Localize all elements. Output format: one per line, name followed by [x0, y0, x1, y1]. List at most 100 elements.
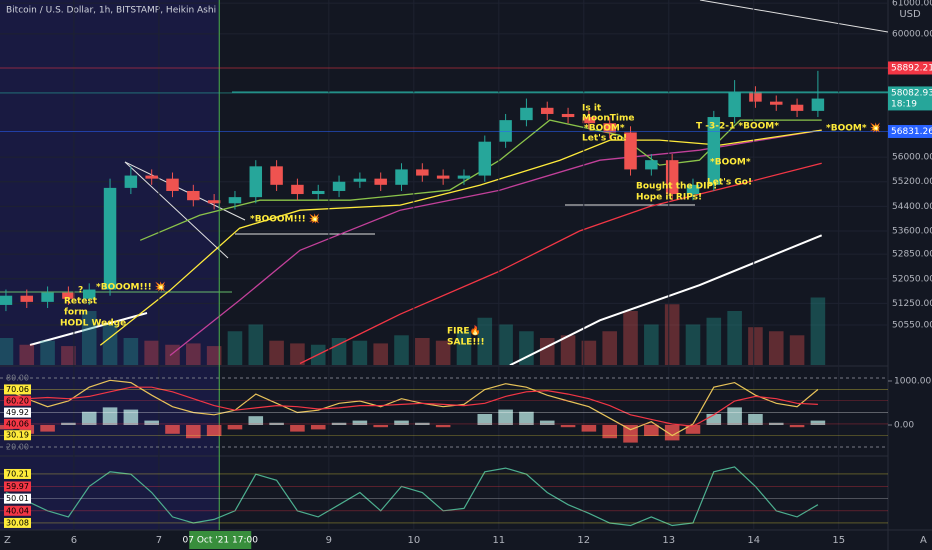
- histogram-bar: [310, 424, 326, 430]
- level-tag: [4, 493, 31, 504]
- volume-bar: [602, 331, 617, 365]
- level-label: 59.97: [6, 482, 29, 491]
- level-tag: [4, 430, 31, 441]
- histogram-bar: [81, 411, 97, 425]
- histogram-bar: [186, 424, 201, 439]
- annotation: Bought the DIP!: [636, 182, 717, 192]
- y-tick-label: 61000.00: [892, 0, 932, 9]
- volume-bar: [331, 338, 347, 365]
- histogram-bar: [664, 424, 680, 441]
- y-tick-label: 51250.00: [892, 299, 932, 309]
- candle-body: [62, 292, 75, 299]
- histogram-bar: [644, 424, 659, 436]
- histogram-bar: [19, 424, 35, 434]
- candle-body: [395, 169, 408, 185]
- candle-body: [436, 175, 450, 179]
- volume-bar: [623, 311, 638, 365]
- histogram-bar: [40, 424, 55, 432]
- histogram-bar: [290, 424, 305, 432]
- osc-tick-label: 20.00: [6, 442, 29, 451]
- annotation: Let's Go!: [707, 178, 752, 188]
- osc-y2-label: 1000.00: [894, 376, 931, 386]
- histogram-bar: [477, 413, 493, 425]
- annotation: *BOOM*: [710, 158, 751, 168]
- candle-body: [249, 166, 263, 198]
- candle-body: [291, 184, 304, 195]
- level-label: 40.04: [6, 506, 29, 515]
- annotation: T -3-2-1 *BOOM*: [696, 122, 779, 132]
- y-tick-label: 52050.00: [892, 274, 932, 284]
- histogram-bar: [102, 407, 118, 425]
- candle-body: [145, 175, 158, 179]
- histogram-bar: [727, 407, 742, 425]
- volume-bar: [519, 331, 534, 365]
- candle-body: [478, 141, 492, 176]
- candle-body: [353, 178, 367, 182]
- currency: USD: [899, 9, 921, 20]
- level-tag: [4, 481, 31, 492]
- annotation: Hope it RIPs!: [636, 193, 702, 203]
- level-tag: [4, 517, 31, 528]
- histogram-bar: [165, 424, 180, 434]
- y-tick-label: 55200.00: [892, 177, 932, 187]
- annotation: Let's Go!: [582, 134, 627, 144]
- histogram-bar: [227, 424, 243, 430]
- drawing-line: [124, 161, 246, 221]
- volume-bar: [477, 317, 493, 365]
- level-label: 40.06: [6, 419, 29, 428]
- histogram-bar: [581, 424, 597, 432]
- volume-bar: [248, 324, 264, 365]
- y-tick-label: 60000.00: [892, 29, 932, 39]
- candle-body: [0, 295, 13, 305]
- candle-body: [624, 132, 637, 170]
- y-tick-label: 50550.00: [892, 320, 932, 330]
- level-tag: [4, 505, 31, 516]
- osc-y2-label: 0.00: [894, 420, 914, 430]
- price-tag-label: 58082.93: [891, 88, 932, 98]
- annotation: *BOOM*: [584, 124, 625, 134]
- volume-bar: [123, 338, 139, 365]
- annotation: *BOOOM!!! 💥: [96, 281, 166, 293]
- candle-body: [645, 160, 658, 170]
- toolbar-right[interactable]: A: [920, 535, 927, 546]
- candle-body: [311, 190, 325, 195]
- chart-title: Bitcoin / U.S. Dollar, 1h, BITSTAMP, Hei…: [6, 6, 216, 16]
- moving-average: [139, 119, 822, 241]
- x-tick-label: 10: [407, 535, 420, 546]
- annotation: Is it: [582, 104, 602, 114]
- volume-bar: [394, 335, 409, 365]
- drawing-line: [699, 0, 888, 33]
- volume-bar: [498, 324, 513, 365]
- drawing-line: [124, 161, 229, 259]
- candle-body: [749, 92, 762, 102]
- volume-bar: [206, 346, 222, 365]
- candle-body: [207, 200, 221, 204]
- moving-average: [509, 234, 823, 365]
- volume-bar: [706, 317, 722, 365]
- toolbar-left[interactable]: Z: [4, 535, 11, 546]
- price-tag: [888, 86, 932, 111]
- histogram-bar: [539, 420, 555, 425]
- x-tick-label: 13: [662, 535, 675, 546]
- price-tag-label: 56831.26: [891, 127, 932, 137]
- annotation: HODL Wedge: [60, 319, 126, 329]
- annotation: Retest: [64, 297, 98, 307]
- histogram-bar: [685, 424, 701, 434]
- level-label: 70.21: [6, 469, 29, 478]
- annotation: SALE!!!: [447, 338, 485, 348]
- histogram-bar: [623, 424, 638, 443]
- level-label: 30.08: [6, 518, 29, 527]
- volume-bar: [810, 297, 826, 365]
- histogram-bar: [206, 424, 222, 436]
- price-tag: [888, 124, 932, 138]
- volume-bar: [61, 346, 76, 365]
- volume-bar: [768, 331, 784, 365]
- candle-body: [561, 113, 575, 118]
- annotation: FIRE🔥: [447, 325, 481, 337]
- candle-body: [187, 190, 200, 201]
- candle-body: [166, 178, 179, 191]
- candle-body: [603, 123, 616, 133]
- annotation: *BOOOM!!! 💥: [250, 213, 320, 225]
- candle-body: [811, 98, 825, 111]
- main-pane: [0, 0, 888, 365]
